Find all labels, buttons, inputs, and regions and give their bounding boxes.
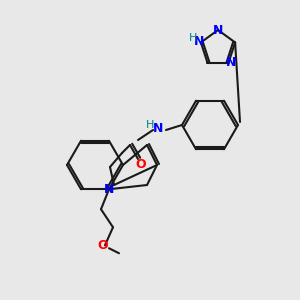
Text: O: O [98, 239, 108, 252]
Text: O: O [136, 158, 146, 170]
Text: H: H [189, 33, 197, 43]
Text: N: N [194, 35, 204, 48]
Text: H: H [146, 120, 154, 130]
Text: N: N [104, 183, 114, 196]
Text: N: N [213, 23, 223, 37]
Text: N: N [153, 122, 163, 136]
Text: N: N [225, 56, 236, 69]
